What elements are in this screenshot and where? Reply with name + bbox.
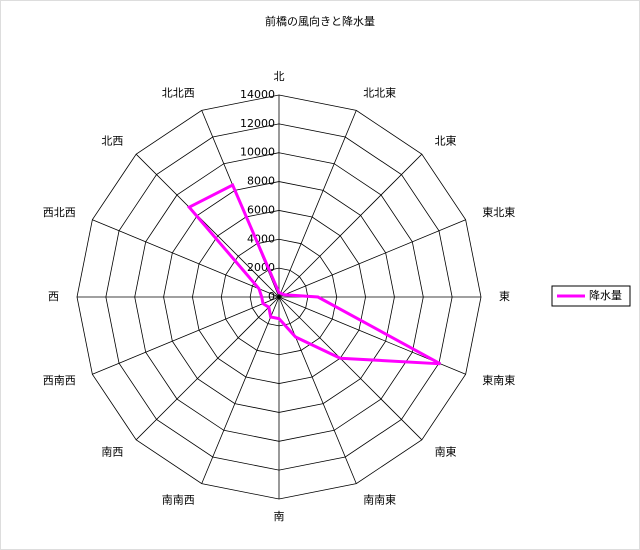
category-label: 東北東 <box>482 206 515 219</box>
spoke <box>135 153 280 298</box>
r-tick-label: 4000 <box>247 232 275 245</box>
spoke <box>92 219 280 298</box>
spoke <box>278 219 466 298</box>
spoke <box>201 296 280 484</box>
series-line <box>186 182 442 366</box>
spoke <box>278 296 423 441</box>
spoke <box>278 153 423 298</box>
r-tick-label: 0 <box>268 290 275 303</box>
r-tick-label: 14000 <box>240 88 275 101</box>
category-label: 東 <box>499 290 510 303</box>
category-label: 南南西 <box>162 493 195 506</box>
legend-box <box>551 285 631 307</box>
category-label: 西 <box>48 290 59 303</box>
spoke <box>278 110 357 298</box>
category-label: 南西 <box>101 446 123 459</box>
legend-label: 降水量 <box>589 288 622 302</box>
spoke <box>278 296 357 484</box>
category-label: 北西 <box>101 134 123 147</box>
r-tick-label: 12000 <box>240 117 275 130</box>
r-tick-label: 10000 <box>240 146 275 159</box>
category-label: 南 <box>274 510 285 523</box>
category-label: 西北西 <box>43 206 76 219</box>
r-tick-label: 6000 <box>247 203 275 216</box>
category-label: 東南東 <box>482 374 515 387</box>
category-label: 北北西 <box>162 87 195 100</box>
category-label: 南東 <box>435 446 457 459</box>
category-label: 西南西 <box>43 374 76 387</box>
category-label: 北北東 <box>363 87 396 100</box>
category-label: 北東 <box>435 134 457 147</box>
spoke <box>135 296 280 441</box>
chart-title: 前橋の風向きと降水量 <box>265 14 375 28</box>
spoke <box>92 296 280 375</box>
category-label: 南南東 <box>363 493 396 506</box>
r-tick-label: 8000 <box>247 175 275 188</box>
category-label: 北 <box>274 70 285 83</box>
